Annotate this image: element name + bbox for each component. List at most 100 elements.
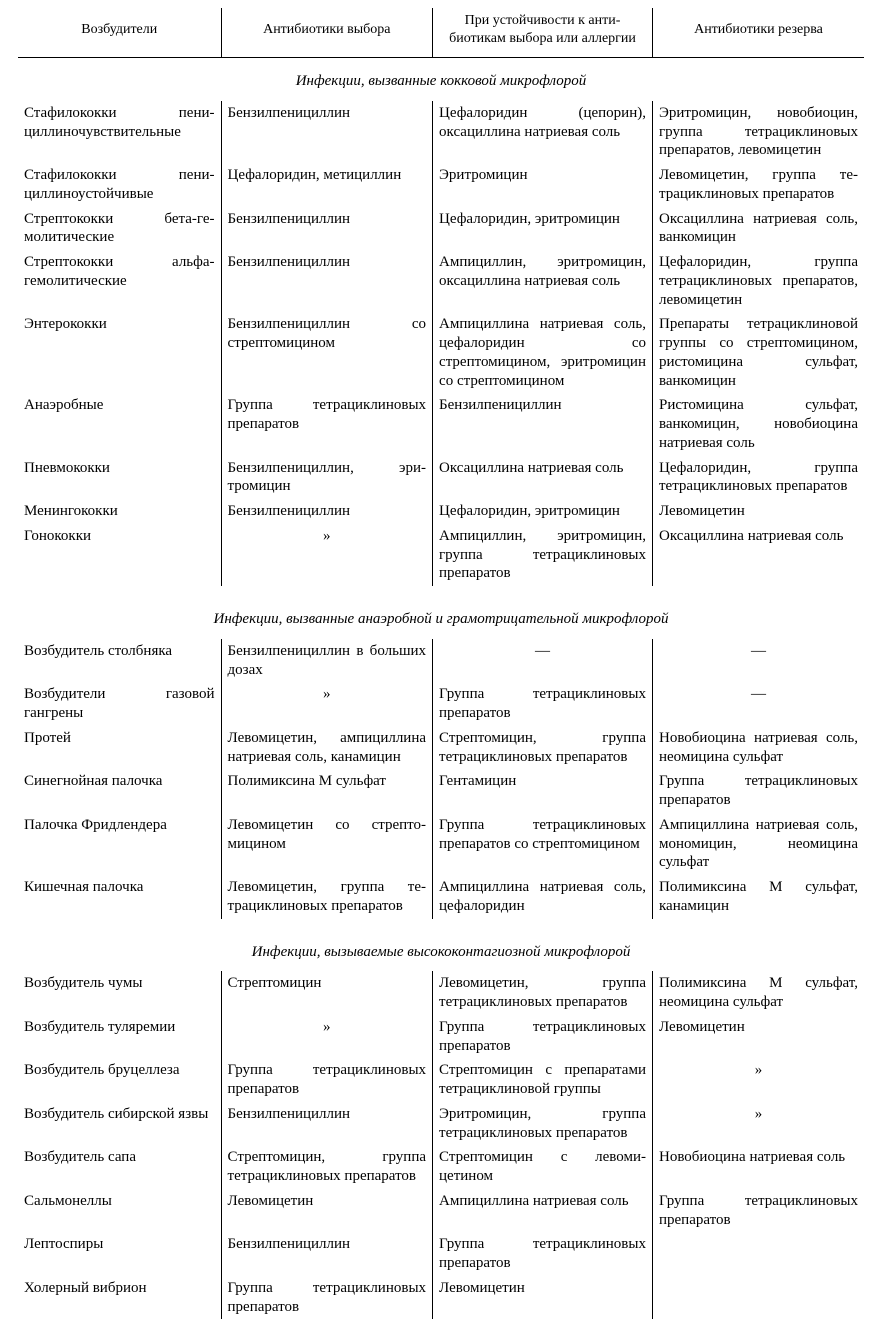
table-body: Инфекции, вызванные кокковой микрофлорой… [18, 58, 864, 1320]
cell-c4: Оксациллина натриевая соль, ванкомицин [652, 207, 864, 251]
cell-c1: Сальмонеллы [18, 1189, 221, 1233]
cell-c3: Левомицетин, группа тетрациклиновых пре­… [433, 971, 653, 1015]
cell-c1: Возбудитель чумы [18, 971, 221, 1015]
cell-c2: » [221, 1015, 433, 1059]
cell-c2: Левомицетин [221, 1189, 433, 1233]
cell-c2: Бензилпенициллин со стрептомицином [221, 312, 433, 393]
cell-c4: Левомицетин [652, 1015, 864, 1059]
table-row: Стафилококки пени­циллиночувствитель­ные… [18, 101, 864, 163]
cell-c3: Цефалоридин, эритроми­цин [433, 499, 653, 524]
cell-c1: Возбудитель бруцел­леза [18, 1058, 221, 1102]
header-resistance-allergy: При устойчивости к анти- биотикам выбора… [433, 8, 653, 58]
cell-c3: Цефалоридин, эритро­мицин [433, 207, 653, 251]
cell-c2: Бензилпенициллин в больших дозах [221, 639, 433, 683]
header-pathogens: Возбудители [18, 8, 221, 58]
cell-c4: — [652, 639, 864, 683]
cell-c2: Бензилпенициллин [221, 1232, 433, 1276]
cell-c2: Левомицетин, группа те­трациклиновых пре… [221, 875, 433, 919]
header-reserve-antibiotics: Антибиотики резерва [652, 8, 864, 58]
cell-c2: Левомицетин со стрепто­мицином [221, 813, 433, 875]
table-row: Кишечная палочкаЛевомицетин, группа те­т… [18, 875, 864, 919]
cell-c4: Новобиоцина натриевая соль, неомицина су… [652, 726, 864, 770]
cell-c4: Ампициллина натриевая соль, мономицин, н… [652, 813, 864, 875]
cell-c1: Синегнойная палочка [18, 769, 221, 813]
cell-c3: Ампициллина натриевая соль [433, 1189, 653, 1233]
header-choice-antibiotics: Антибиотики выбора [221, 8, 433, 58]
cell-c1: Пневмококки [18, 456, 221, 500]
cell-c2: Бензилпенициллин [221, 250, 433, 312]
cell-c1: Энтерококки [18, 312, 221, 393]
cell-c2: Бензилпенициллин [221, 1102, 433, 1146]
table-row: Гонококки»Ампициллин, эритроми­цин, груп… [18, 524, 864, 586]
cell-c4: Левомицетин [652, 499, 864, 524]
cell-c3: Ампициллина натриевая соль, цефалоридин [433, 875, 653, 919]
cell-c2: Цефалоридин, метицил­лин [221, 163, 433, 207]
cell-c2: Левомицетин, ампицил­лина натриевая соль… [221, 726, 433, 770]
cell-c3: Эритромицин [433, 163, 653, 207]
table-row: Возбудитель чумыСтрептомицинЛевомицетин,… [18, 971, 864, 1015]
table-row: АнаэробныеГруппа тетрациклиновых препара… [18, 393, 864, 455]
cell-c4: Группа тетрациклино­вых препаратов [652, 1189, 864, 1233]
cell-c2: Группа тетрациклино­вых препаратов [221, 1058, 433, 1102]
cell-c3: Цефалоридин (цепорин), оксациллина натри… [433, 101, 653, 163]
table-row: ПротейЛевомицетин, ампицил­лина натриева… [18, 726, 864, 770]
cell-c1: Возбудитель туляре­мии [18, 1015, 221, 1059]
cell-c4: Ристомицина сульфат, ванкомицин, новобио… [652, 393, 864, 455]
cell-c1: Лептоспиры [18, 1232, 221, 1276]
cell-c4: Цефалоридин, группа тетрациклиновых преп… [652, 456, 864, 500]
cell-c4: Новобиоцина натриевая соль [652, 1145, 864, 1189]
cell-c4: Препараты тетрацикли­новой группы со стр… [652, 312, 864, 393]
cell-c3: — [433, 639, 653, 683]
cell-c1: Холерный вибрион [18, 1276, 221, 1320]
cell-c3: Группа тетрациклино­вых препаратов [433, 1232, 653, 1276]
table-row: Холерный вибрионГруппа тетрациклиновых п… [18, 1276, 864, 1320]
cell-c3: Левомицетин [433, 1276, 653, 1320]
cell-c2: » [221, 682, 433, 726]
cell-c3: Ампициллина натриевая соль, цефалоридин … [433, 312, 653, 393]
cell-c1: Стафилококки пени­циллиноустойчивые [18, 163, 221, 207]
cell-c1: Стафилококки пени­циллиночувствитель­ные [18, 101, 221, 163]
table-row: Возбудитель сапаСтрептомицин, группа тет… [18, 1145, 864, 1189]
cell-c2: Бензилпенициллин [221, 499, 433, 524]
cell-c3: Стрептомицин с левоми­цетином [433, 1145, 653, 1189]
table-row: МенингококкиБензилпенициллинЦефалоридин,… [18, 499, 864, 524]
table-row: ЛептоспирыБензилпенициллинГруппа тетраци… [18, 1232, 864, 1276]
table-row: Палочка ФридлендераЛевомицетин со стрепт… [18, 813, 864, 875]
cell-c2: Группа тетрациклиновых препаратов [221, 1276, 433, 1320]
cell-c2: Бензилпенициллин, эри­тромицин [221, 456, 433, 500]
cell-c3: Бензилпенициллин [433, 393, 653, 455]
table-row: Возбудитель сибирс­кой язвыБензилпеницил… [18, 1102, 864, 1146]
cell-c1: Возбудители газовой гангрены [18, 682, 221, 726]
cell-c3: Группа тетрациклино­вых препаратов [433, 1015, 653, 1059]
cell-c3: Стрептомицин, группа тетрациклиновых пре… [433, 726, 653, 770]
cell-c4: Полимиксина М суль­фат, неомицина сульфа… [652, 971, 864, 1015]
cell-c4: Левомицетин, группа те­трациклиновых пре… [652, 163, 864, 207]
cell-c4: Цефалоридин, группа тетрациклиновых преп… [652, 250, 864, 312]
table-row: Возбудитель бруцел­лезаГруппа тетрацикли… [18, 1058, 864, 1102]
cell-c4 [652, 1276, 864, 1320]
cell-c4: Полимиксина М сульфат, канамицин [652, 875, 864, 919]
cell-c2: Стрептомицин, группа тетрациклиновых пре… [221, 1145, 433, 1189]
antibiotics-table: Возбудители Антибиотики выбора При устой… [18, 8, 864, 1319]
cell-c3: Эритромицин, группа тетрациклиновых пре­… [433, 1102, 653, 1146]
cell-c2: » [221, 524, 433, 586]
cell-c1: Возбудитель сибирс­кой язвы [18, 1102, 221, 1146]
cell-c1: Палочка Фридлендера [18, 813, 221, 875]
cell-c4: » [652, 1058, 864, 1102]
table-row: Возбудители газовой гангрены»Группа тетр… [18, 682, 864, 726]
cell-c1: Возбудитель сапа [18, 1145, 221, 1189]
cell-c4: Эритромицин, новобио­цин, группа тетраци… [652, 101, 864, 163]
cell-c2: Стрептомицин [221, 971, 433, 1015]
cell-c1: Гонококки [18, 524, 221, 586]
cell-c1: Анаэробные [18, 393, 221, 455]
table-header: Возбудители Антибиотики выбора При устой… [18, 8, 864, 58]
cell-c1: Стрептококки бета-ге­молитические [18, 207, 221, 251]
cell-c3: Ампициллин, эритроми­цин, оксациллина на… [433, 250, 653, 312]
table-row: Стафилококки пени­циллиноустойчивыеЦефал… [18, 163, 864, 207]
cell-c2: Группа тетрациклиновых препаратов [221, 393, 433, 455]
cell-c3: Группа тетрациклино­вых препаратов со ст… [433, 813, 653, 875]
cell-c3: Гентамицин [433, 769, 653, 813]
cell-c1: Протей [18, 726, 221, 770]
cell-c1: Стрептококки альфа-гемолитические [18, 250, 221, 312]
table-row: Стрептококки бета-ге­молитическиеБензилп… [18, 207, 864, 251]
